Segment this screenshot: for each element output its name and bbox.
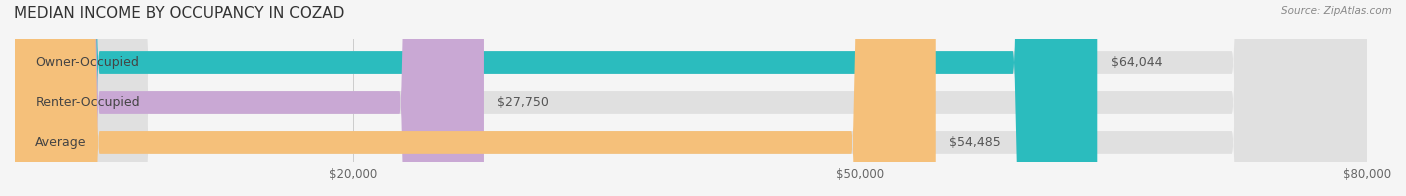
FancyBboxPatch shape [15,0,1097,196]
FancyBboxPatch shape [15,0,1367,196]
Text: Owner-Occupied: Owner-Occupied [35,56,139,69]
FancyBboxPatch shape [15,0,936,196]
Text: Renter-Occupied: Renter-Occupied [35,96,141,109]
FancyBboxPatch shape [15,0,1367,196]
Text: $54,485: $54,485 [949,136,1001,149]
FancyBboxPatch shape [15,0,484,196]
Text: Average: Average [35,136,87,149]
Text: MEDIAN INCOME BY OCCUPANCY IN COZAD: MEDIAN INCOME BY OCCUPANCY IN COZAD [14,6,344,21]
FancyBboxPatch shape [15,0,1367,196]
Text: $27,750: $27,750 [498,96,550,109]
Text: Source: ZipAtlas.com: Source: ZipAtlas.com [1281,6,1392,16]
Text: $64,044: $64,044 [1111,56,1163,69]
